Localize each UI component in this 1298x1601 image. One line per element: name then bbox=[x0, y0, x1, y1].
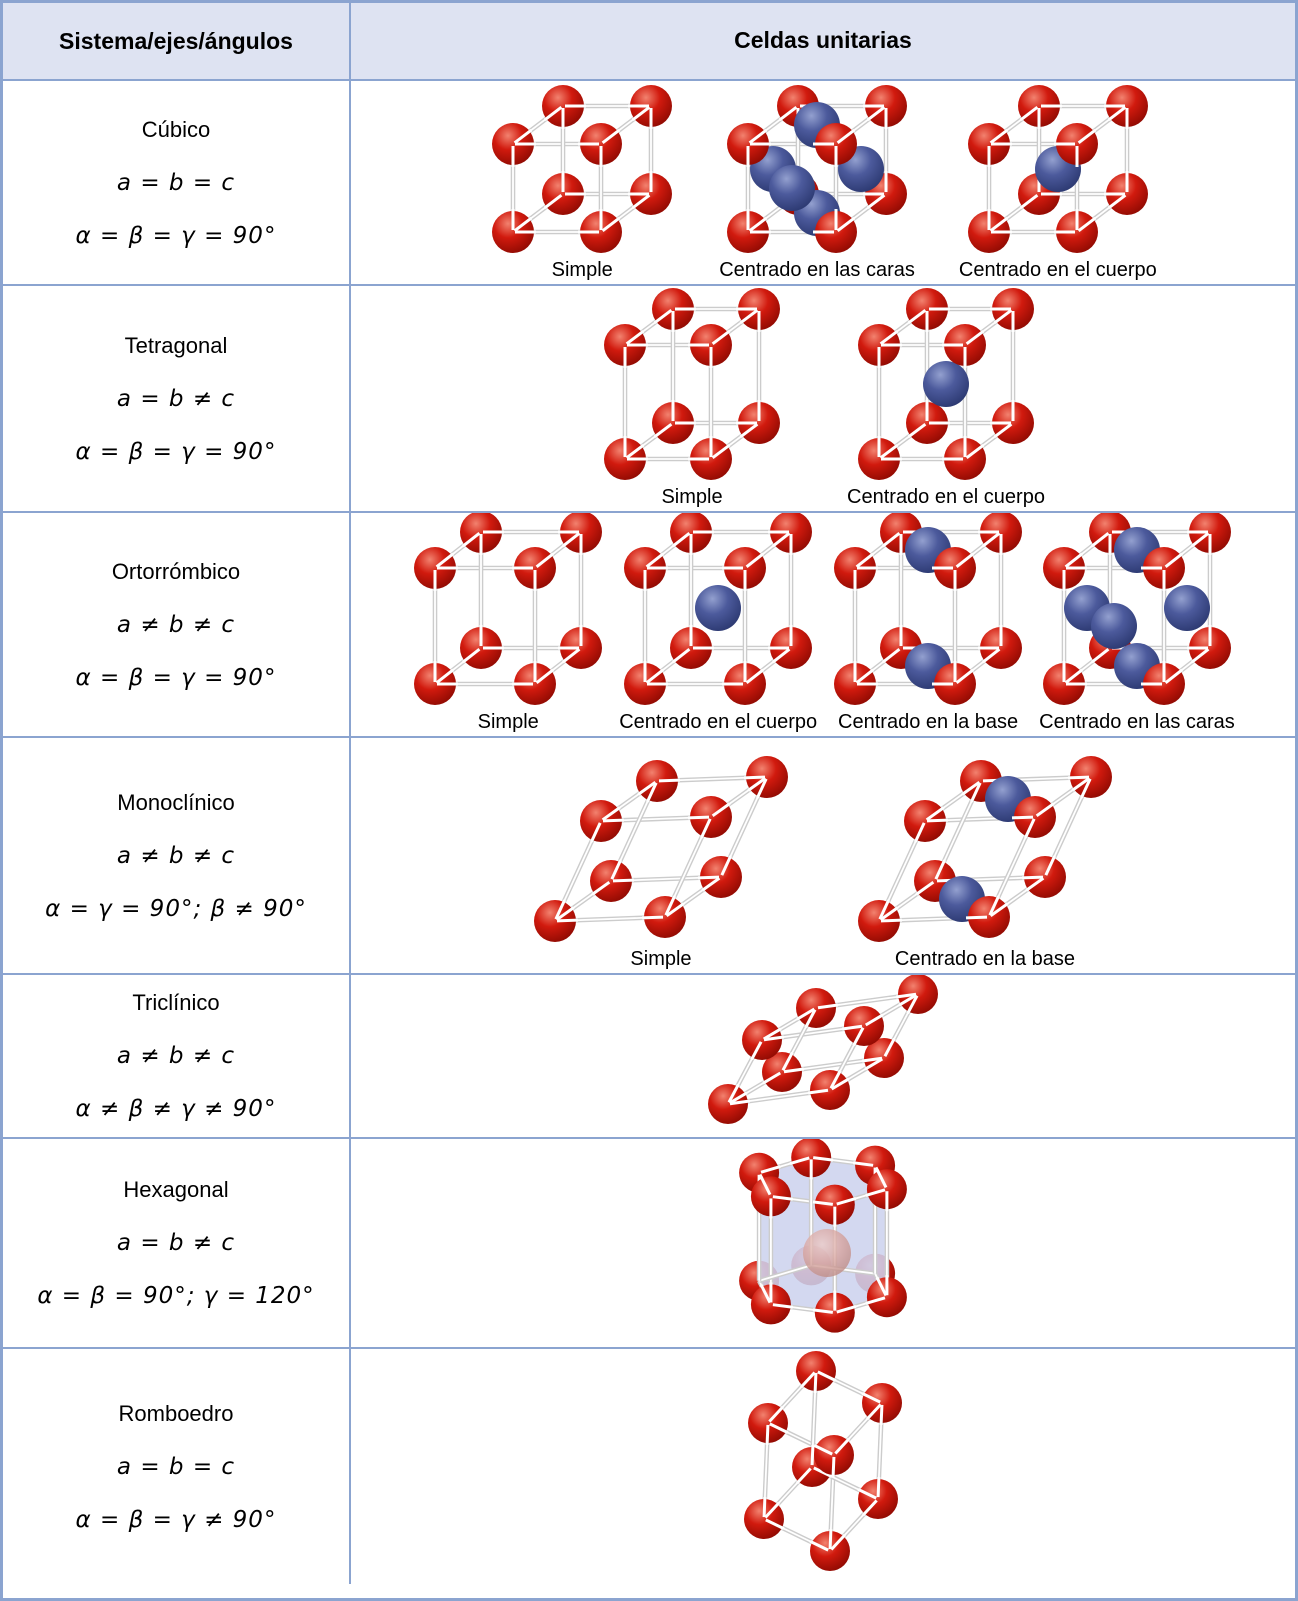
unit-cell-figure-monoclinic-base: Centrado en la base bbox=[855, 753, 1115, 971]
unit-cells bbox=[351, 975, 1295, 1137]
system-name: Ortorrómbico bbox=[111, 558, 241, 584]
table-row: Triclínico a ≠ b ≠ c α ≠ β ≠ γ ≠ 90° bbox=[3, 973, 1295, 1137]
system-axes: a ≠ b ≠ c bbox=[116, 1043, 236, 1069]
system-cell: Monoclínico a ≠ b ≠ c α = γ = 90°; β ≠ 9… bbox=[3, 738, 351, 973]
system-axes: a = b ≠ c bbox=[116, 1230, 236, 1256]
header-unitcells-label: Celdas unitarias bbox=[734, 26, 912, 53]
unit-cell-figure-rhombohedral-simple bbox=[741, 1349, 905, 1574]
unit-cell-svg bbox=[744, 1351, 902, 1571]
unit-cell-figure-tetragonal-body: Centrado en el cuerpo bbox=[847, 286, 1045, 509]
table-row: Tetragonal a = b ≠ c α = β = γ = 90° Sim… bbox=[3, 284, 1295, 511]
system-angles: α = β = γ ≠ 90° bbox=[75, 1506, 277, 1533]
unit-cell-svg bbox=[727, 85, 908, 253]
system-name: Triclínico bbox=[132, 990, 220, 1015]
unit-cell-svg bbox=[834, 513, 1023, 705]
unit-cell-label: Centrado en las caras bbox=[719, 259, 915, 281]
unit-cell-figure-orthorhombic-faces: Centrado en las caras bbox=[1039, 513, 1235, 734]
unit-cell-label: Simple bbox=[630, 948, 692, 970]
system-angles: α = β = γ = 90° bbox=[75, 438, 277, 465]
unit-cell-label: Simple bbox=[551, 259, 613, 281]
unit-cell-svg bbox=[414, 513, 603, 705]
unit-cell-label: Centrado en la base bbox=[894, 948, 1076, 970]
system-cell: Hexagonal a = b ≠ c α = β = 90°; γ = 120… bbox=[3, 1139, 351, 1347]
unit-cell-figure-triclinic-simple bbox=[705, 975, 941, 1127]
unit-cell-svg bbox=[604, 288, 781, 480]
system-angles: α ≠ β ≠ γ ≠ 90° bbox=[75, 1096, 277, 1122]
system-axes: a = b = c bbox=[116, 169, 236, 196]
unit-cell-svg bbox=[708, 975, 938, 1124]
header-col-system: Sistema/ejes/ángulos bbox=[3, 3, 351, 79]
table-header-row: Sistema/ejes/ángulos Celdas unitarias bbox=[3, 3, 1295, 79]
system-name: Hexagonal bbox=[123, 1177, 229, 1202]
unit-cell-label: Centrado en el cuerpo bbox=[847, 486, 1045, 508]
unit-cell-figure-cubic-simple: Simple bbox=[489, 82, 675, 282]
system-axes: a = b = c bbox=[116, 1453, 236, 1480]
table-row: Hexagonal a = b ≠ c α = β = 90°; γ = 120… bbox=[3, 1137, 1295, 1347]
unit-cells bbox=[351, 1349, 1295, 1584]
unit-cells: Simple Centrado en el cuerpo bbox=[351, 286, 1295, 511]
system-angles: α = γ = 90°; β ≠ 90° bbox=[45, 895, 307, 922]
system-axes: a ≠ b ≠ c bbox=[116, 611, 236, 638]
system-name: Cúbico bbox=[141, 116, 211, 142]
table-row: Romboedro a = b = c α = β = γ ≠ 90° bbox=[3, 1347, 1295, 1584]
unit-cells bbox=[351, 1139, 1295, 1347]
unit-cell-figure-tetragonal-simple: Simple bbox=[601, 286, 783, 509]
system-angles: α = β = 90°; γ = 120° bbox=[37, 1283, 315, 1309]
table-row: Ortorrómbico a ≠ b ≠ c α = β = γ = 90° S… bbox=[3, 511, 1295, 736]
system-name: Romboedro bbox=[118, 1400, 234, 1426]
unit-cell-figure-hexagonal-simple bbox=[731, 1139, 915, 1337]
system-angles: α = β = γ = 90° bbox=[75, 222, 277, 249]
unit-cell-svg bbox=[857, 288, 1034, 480]
unit-cell-label: Centrado en el cuerpo bbox=[619, 711, 818, 733]
unit-cell-label: Centrado en la base bbox=[838, 711, 1019, 733]
header-col-unitcells: Celdas unitarias bbox=[351, 3, 1295, 79]
system-cell: Tetragonal a = b ≠ c α = β = γ = 90° bbox=[3, 286, 351, 511]
unit-cell-figure-cubic-body: Centrado en el cuerpo bbox=[959, 82, 1157, 282]
unit-cell-svg bbox=[624, 513, 813, 705]
system-angles: α = β = γ = 90° bbox=[75, 664, 277, 691]
unit-cell-label: Centrado en las caras bbox=[1039, 711, 1235, 733]
system-name: Monoclínico bbox=[117, 789, 235, 815]
system-axes: a = b ≠ c bbox=[116, 385, 236, 412]
unit-cell-figure-orthorhombic-body: Centrado en el cuerpo bbox=[619, 513, 818, 734]
table-row: Monoclínico a ≠ b ≠ c α = γ = 90°; β ≠ 9… bbox=[3, 736, 1295, 973]
unit-cells: Simple Centrado en la base bbox=[351, 738, 1295, 973]
unit-cell-svg bbox=[967, 85, 1148, 253]
system-cell: Romboedro a = b = c α = β = γ ≠ 90° bbox=[3, 1349, 351, 1584]
unit-cell-svg bbox=[858, 756, 1112, 942]
unit-cell-figure-monoclinic-simple: Simple bbox=[531, 753, 791, 971]
unit-cells: Simple Centrado en el cuerpo Centrado en l… bbox=[351, 513, 1295, 736]
unit-cell-figure-orthorhombic-simple: Simple bbox=[411, 513, 605, 734]
unit-cell-svg bbox=[534, 756, 788, 942]
system-cell: Cúbico a = b = c α = β = γ = 90° bbox=[3, 81, 351, 284]
unit-cell-label: Simple bbox=[661, 486, 723, 508]
unit-cell-figure-orthorhombic-base: Centrado en la base bbox=[831, 513, 1025, 734]
unit-cell-svg bbox=[739, 1139, 907, 1333]
unit-cell-label: Centrado en el cuerpo bbox=[958, 259, 1157, 281]
system-cell: Triclínico a ≠ b ≠ c α ≠ β ≠ γ ≠ 90° bbox=[3, 975, 351, 1137]
header-system-label: Sistema/ejes/ángulos bbox=[59, 27, 293, 54]
unit-cell-label: Simple bbox=[477, 711, 539, 733]
unit-cell-svg bbox=[492, 85, 673, 253]
system-axes: a ≠ b ≠ c bbox=[116, 842, 236, 869]
system-name: Tetragonal bbox=[124, 332, 228, 358]
unit-cells: Simple Centrado en las caras Centrado en e… bbox=[351, 81, 1295, 284]
system-cell: Ortorrómbico a ≠ b ≠ c α = β = γ = 90° bbox=[3, 513, 351, 736]
unit-cell-svg bbox=[1042, 513, 1231, 705]
unit-cell-figure-cubic-faces: Centrado en las caras bbox=[719, 82, 915, 282]
table-row: Cúbico a = b = c α = β = γ = 90° Simple C… bbox=[3, 79, 1295, 284]
